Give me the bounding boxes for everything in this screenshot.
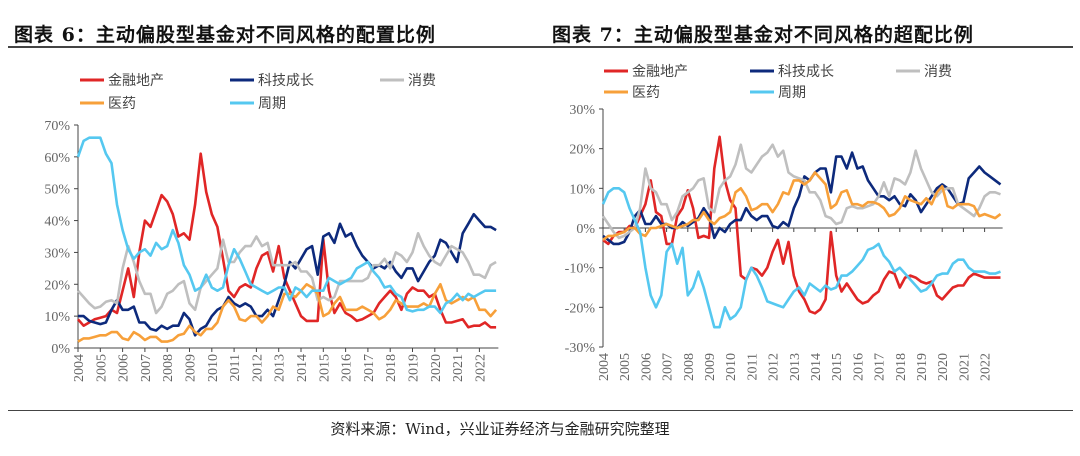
series-line-周期 bbox=[601, 187, 1001, 329]
y-tick-label: 30% bbox=[569, 103, 595, 118]
series-line-医药 bbox=[602, 171, 1002, 241]
x-tick-label: 2013 bbox=[273, 354, 288, 382]
x-tick-label: 2017 bbox=[873, 353, 888, 381]
y-tick-label: 10% bbox=[569, 182, 595, 197]
x-tick-label: 2006 bbox=[639, 353, 654, 381]
x-tick-label: 2018 bbox=[894, 353, 909, 381]
legend-label: 科技成长 bbox=[778, 64, 834, 80]
x-tick-label: 2015 bbox=[830, 353, 845, 381]
y-tick-label: -10% bbox=[565, 262, 596, 277]
legend-label: 医药 bbox=[632, 85, 660, 101]
legend-label: 消费 bbox=[408, 73, 436, 89]
legend-label: 周期 bbox=[258, 96, 286, 112]
x-tick-label: 2017 bbox=[362, 354, 377, 382]
series-line-科技成长 bbox=[78, 212, 497, 337]
legend-item: 医药 bbox=[80, 96, 136, 112]
footer-divider bbox=[8, 410, 1073, 411]
series-line-科技成长 bbox=[602, 151, 1002, 246]
x-tick-label: 2007 bbox=[139, 354, 154, 382]
legend-label: 消费 bbox=[924, 64, 952, 80]
x-tick-label: 2008 bbox=[161, 354, 176, 382]
y-tick-label: -20% bbox=[565, 301, 596, 316]
chart-6-title: 图表 6：主动偏股型基金对不同风格的配置比例 bbox=[14, 24, 436, 46]
y-tick-label: 70% bbox=[44, 119, 70, 134]
series-line-金融地产 bbox=[602, 135, 1001, 315]
y-tick-label: 0% bbox=[576, 222, 595, 237]
x-tick-label: 2004 bbox=[72, 354, 87, 382]
legend-item: 消费 bbox=[380, 73, 436, 89]
x-tick-label: 2019 bbox=[915, 353, 930, 381]
legend-label: 周期 bbox=[778, 85, 806, 101]
x-tick-label: 2020 bbox=[429, 354, 444, 382]
legend-label: 医药 bbox=[108, 96, 136, 112]
x-tick-label: 2021 bbox=[957, 353, 972, 381]
legend-item: 消费 bbox=[896, 64, 952, 80]
x-tick-label: 2014 bbox=[295, 354, 310, 382]
chart-6: 0% 10% 20% 30% 40% 50% 60% 70% 2004 2005 2006 2007 2… bbox=[44, 73, 499, 382]
y-tick-label: 50% bbox=[44, 183, 70, 198]
x-tick-label: 2012 bbox=[767, 353, 782, 381]
legend-item: 金融地产 bbox=[604, 64, 688, 80]
x-tick-label: 2019 bbox=[407, 354, 422, 382]
y-tick-label: 60% bbox=[44, 151, 70, 166]
x-tick-label: 2005 bbox=[618, 353, 633, 381]
legend-item: 医药 bbox=[604, 85, 660, 101]
x-tick-label: 2013 bbox=[788, 353, 803, 381]
legend-label: 金融地产 bbox=[632, 64, 688, 80]
y-tick-label: 40% bbox=[44, 215, 70, 230]
series-line-周期 bbox=[76, 136, 497, 315]
y-tick-label: 20% bbox=[44, 278, 70, 293]
y-tick-label: 20% bbox=[569, 143, 595, 158]
x-tick-label: 2009 bbox=[184, 354, 199, 382]
source-note: 资料来源：Wind，兴业证券经济与金融研究院整理 bbox=[330, 420, 670, 438]
x-tick-label: 2008 bbox=[682, 353, 697, 381]
x-tick-label: 2011 bbox=[745, 353, 760, 380]
y-tick-label: 30% bbox=[44, 246, 70, 261]
series-line-消费 bbox=[601, 143, 1001, 240]
legend-item: 周期 bbox=[230, 96, 286, 112]
chart-7-title: 图表 7：主动偏股型基金对不同风格的超配比例 bbox=[552, 24, 974, 46]
legend-item: 周期 bbox=[750, 85, 806, 101]
x-tick-label: 2018 bbox=[384, 354, 399, 382]
x-tick-label: 2006 bbox=[117, 354, 132, 382]
x-tick-label: 2007 bbox=[661, 353, 676, 381]
x-tick-label: 2010 bbox=[724, 353, 739, 381]
x-tick-label: 2022 bbox=[473, 354, 488, 382]
x-tick-label: 2004 bbox=[597, 353, 612, 381]
x-tick-label: 2009 bbox=[703, 353, 718, 381]
legend-item: 科技成长 bbox=[750, 64, 834, 80]
x-tick-label: 2010 bbox=[206, 354, 221, 382]
y-tick-label: 0% bbox=[51, 342, 70, 357]
title-divider bbox=[8, 46, 1073, 48]
x-tick-label: 2015 bbox=[317, 354, 332, 382]
legend-label: 金融地产 bbox=[108, 73, 164, 89]
legend-item: 金融地产 bbox=[80, 73, 164, 89]
series-line-消费 bbox=[77, 232, 497, 315]
legend-label: 科技成长 bbox=[258, 73, 314, 89]
legend-item: 科技成长 bbox=[230, 73, 314, 89]
y-tick-label: 10% bbox=[44, 310, 70, 325]
x-tick-label: 2016 bbox=[851, 353, 866, 381]
x-tick-label: 2022 bbox=[979, 353, 994, 381]
x-tick-label: 2016 bbox=[340, 354, 355, 382]
y-tick-label: -30% bbox=[565, 341, 596, 356]
x-tick-label: 2005 bbox=[94, 354, 109, 382]
x-tick-label: 2014 bbox=[809, 353, 824, 381]
series-line-金融地产 bbox=[77, 152, 497, 329]
chart-7: -30% -20% -10% 0% 10% 20% 30% 2004 2005 2006 2007 2… bbox=[565, 64, 1003, 381]
x-tick-label: 2012 bbox=[250, 354, 265, 382]
x-tick-label: 2021 bbox=[451, 354, 466, 382]
x-tick-label: 2011 bbox=[228, 354, 243, 381]
x-tick-label: 2020 bbox=[936, 353, 951, 381]
